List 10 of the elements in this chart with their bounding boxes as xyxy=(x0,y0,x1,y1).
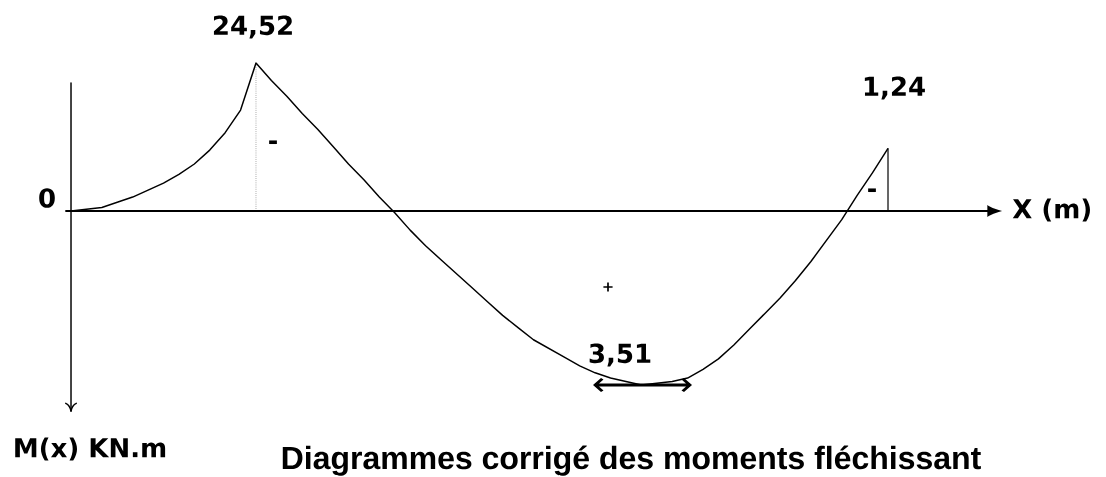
annotation: 1,24 xyxy=(864,76,925,100)
text: 0 xyxy=(39,188,55,208)
annotation: + xyxy=(603,282,613,292)
annotation: - xyxy=(868,188,876,193)
text: Diagrammes corrigé des moments fléchissant xyxy=(282,445,981,476)
text: 24,52 xyxy=(213,15,292,39)
annotation: - xyxy=(269,140,277,145)
annotation: 3,51 xyxy=(589,343,651,367)
x-axis-title: X (m) xyxy=(1012,198,1090,222)
y-axis-title: M(x) KN.m xyxy=(15,437,166,461)
